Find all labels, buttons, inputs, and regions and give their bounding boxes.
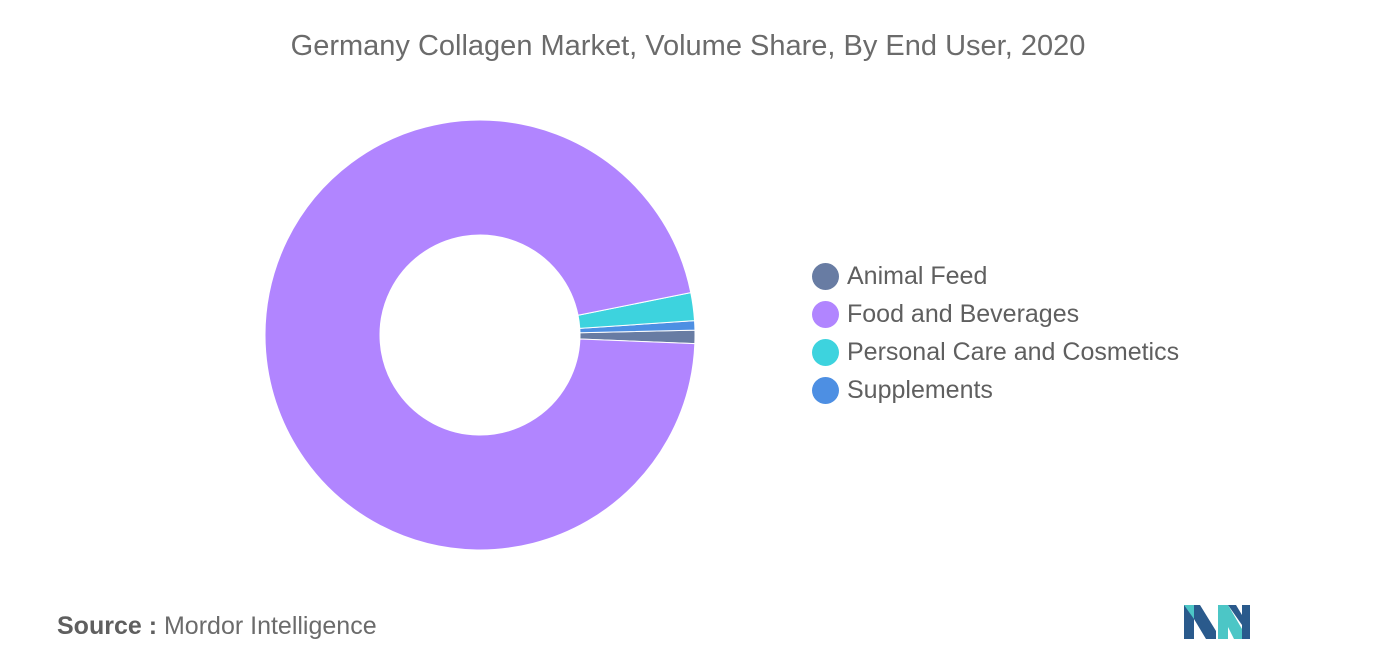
legend-swatch-animal-feed — [812, 262, 839, 290]
legend-swatch-supplements — [812, 376, 839, 404]
legend-label-personal-care-and-cosmetics: Personal Care and Cosmetics — [847, 337, 1180, 366]
legend-swatch-personal-care-and-cosmetics — [812, 338, 839, 366]
legend-item-personal-care-and-cosmetics[interactable]: Personal Care and Cosmetics — [812, 333, 1179, 371]
chart-title: Germany Collagen Market, Volume Share, B… — [290, 30, 1086, 62]
source-note: Source : Mordor Intelligence — [57, 612, 377, 641]
slice-food-and-beverages[interactable] — [264, 119, 696, 551]
source-label: Source : — [57, 612, 158, 640]
source-value: Mordor Intelligence — [163, 612, 377, 640]
legend-swatch-food-and-beverages — [812, 300, 839, 328]
legend-label-supplements: Supplements — [847, 375, 993, 404]
legend-label-animal-feed: Animal Feed — [847, 261, 988, 290]
mordor-intelligence-logo-icon — [1184, 605, 1250, 639]
legend-item-animal-feed[interactable]: Animal Feed — [812, 257, 1179, 295]
legend-item-food-and-beverages[interactable]: Food and Beverages — [812, 295, 1179, 333]
legend-label-food-and-beverages: Food and Beverages — [847, 299, 1080, 328]
chart-legend: Animal Feed Food and Beverages Personal … — [812, 257, 1179, 409]
legend-item-supplements[interactable]: Supplements — [812, 371, 1179, 409]
